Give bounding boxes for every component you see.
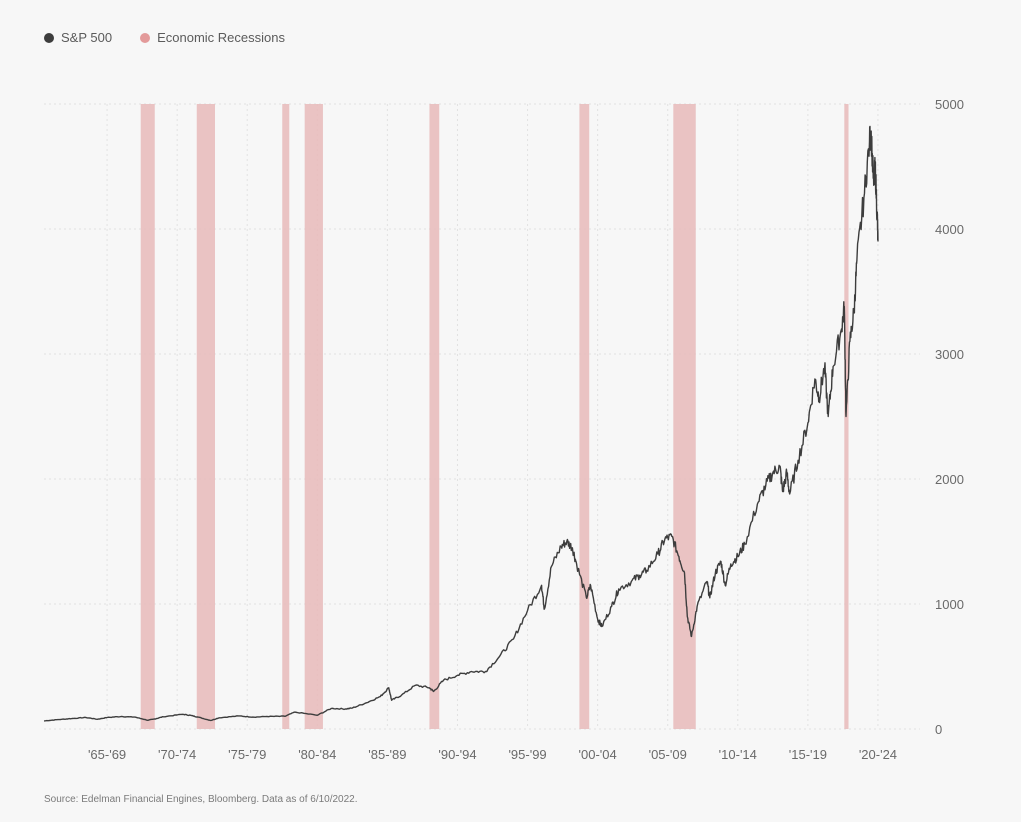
x-axis-ticks: '65-'69 '70-'74 '75-'79 '80-'84 '85-'89 '90-'… xyxy=(88,747,897,762)
legend-item-recessions: Economic Recessions xyxy=(140,30,285,45)
series-line-sp500 xyxy=(43,125,879,722)
legend-label-recessions: Economic Recessions xyxy=(157,30,285,45)
recession-band xyxy=(673,104,696,729)
recession-band xyxy=(282,104,290,729)
recession-band xyxy=(140,104,155,729)
x-tick-label: '10-'14 xyxy=(719,747,757,762)
x-tick-label: '75-'79 xyxy=(228,747,266,762)
y-axis-ticks: 0 1000 2000 3000 4000 5000 xyxy=(935,97,964,737)
x-tick-label: '05-'09 xyxy=(649,747,687,762)
legend-dot-sp500 xyxy=(44,32,54,43)
x-tick-label: '20-'24 xyxy=(859,747,897,762)
recession-band xyxy=(579,104,590,729)
grid-layer xyxy=(44,103,920,730)
x-tick-label: '85-'89 xyxy=(368,747,406,762)
series-layer xyxy=(43,125,879,722)
y-tick-label: 4000 xyxy=(935,222,964,237)
y-tick-label: 1000 xyxy=(935,597,964,612)
y-tick-label: 0 xyxy=(935,722,942,737)
x-tick-label: '90-'94 xyxy=(438,747,476,762)
legend-dot-recessions xyxy=(140,32,151,43)
y-tick-label: 3000 xyxy=(935,347,964,362)
recession-layer xyxy=(140,104,849,729)
recession-band xyxy=(196,104,215,729)
legend-label-sp500: S&P 500 xyxy=(61,30,113,45)
x-tick-label: '65-'69 xyxy=(88,747,126,762)
legend-item-sp500: S&P 500 xyxy=(44,30,112,45)
x-tick-label: '15-'19 xyxy=(789,747,827,762)
recession-band xyxy=(429,104,440,729)
y-tick-label: 2000 xyxy=(935,472,964,487)
x-tick-label: '00-'04 xyxy=(579,747,617,762)
x-tick-label: '95-'99 xyxy=(508,747,546,762)
x-tick-label: '80-'84 xyxy=(298,747,336,762)
y-tick-label: 5000 xyxy=(935,97,964,112)
source-note: Source: Edelman Financial Engines, Bloom… xyxy=(44,794,358,805)
recession-band xyxy=(304,104,323,729)
legend: S&P 500 Economic Recessions xyxy=(44,30,313,45)
x-tick-label: '70-'74 xyxy=(158,747,196,762)
